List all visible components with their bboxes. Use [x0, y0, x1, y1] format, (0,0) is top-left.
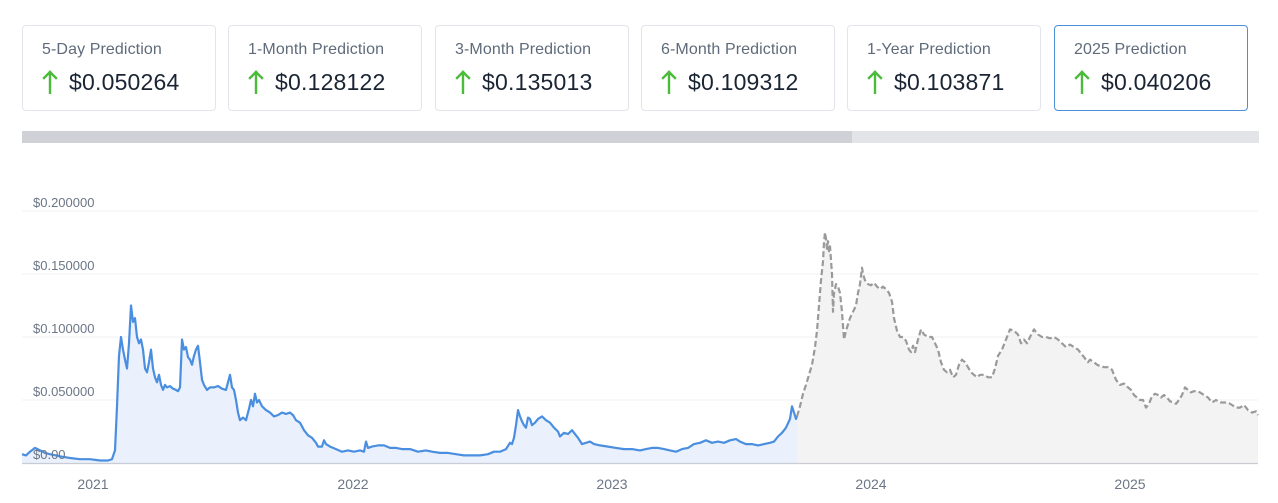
prediction-value: $0.103871 [894, 68, 1005, 95]
prediction-card-2025-prediction[interactable]: 2025 Prediction $0.040206 [1054, 25, 1248, 111]
arrow-up-icon [867, 70, 883, 94]
prediction-label: 1-Month Prediction [248, 41, 385, 58]
chart-plot-area [21, 210, 1259, 465]
y-axis-label-0.15: $0.150000 [33, 258, 95, 273]
forecast-area [797, 232, 1258, 463]
prediction-value-row: $0.050264 [42, 68, 215, 96]
chart-range-scrollbar[interactable] [22, 131, 1259, 143]
prediction-card-6-month-prediction[interactable]: 6-Month Prediction $0.109312 [641, 25, 835, 111]
arrow-up-icon [661, 70, 677, 94]
history-area [22, 305, 797, 463]
arrow-up-icon [42, 70, 58, 94]
prediction-value-row: $0.135013 [455, 68, 628, 96]
prediction-value-row: $0.109312 [661, 68, 834, 96]
prediction-card-3-month-prediction[interactable]: 3-Month Prediction $0.135013 [435, 25, 629, 111]
prediction-value: $0.040206 [1101, 68, 1212, 95]
prediction-label: 1-Year Prediction [867, 41, 991, 58]
x-axis-label-2022: 2022 [337, 476, 369, 492]
y-axis-label-0.00: $0.00 [33, 447, 66, 462]
prediction-value-row: $0.103871 [867, 68, 1040, 96]
prediction-card-1-year-prediction[interactable]: 1-Year Prediction $0.103871 [847, 25, 1041, 111]
prediction-label: 5-Day Prediction [42, 41, 162, 58]
y-axis-label-0.20: $0.200000 [33, 195, 95, 210]
x-axis-label-2023: 2023 [596, 476, 628, 492]
prediction-card-1-month-prediction[interactable]: 1-Month Prediction $0.128122 [228, 25, 422, 111]
forecast-line [795, 231, 1259, 417]
x-axis-label-2021: 2021 [77, 476, 109, 492]
prediction-label: 2025 Prediction [1074, 41, 1187, 58]
x-axis-label-2025: 2025 [1114, 476, 1146, 492]
prediction-value: $0.050264 [69, 68, 180, 95]
prediction-value: $0.109312 [688, 68, 799, 95]
prediction-label: 6-Month Prediction [661, 41, 798, 58]
x-axis-label-2024: 2024 [855, 476, 887, 492]
prediction-value-row: $0.128122 [248, 68, 421, 96]
scrollbar-thumb[interactable] [22, 131, 852, 143]
prediction-card-5-day-prediction[interactable]: 5-Day Prediction $0.050264 [22, 25, 216, 111]
arrow-up-icon [1074, 70, 1090, 94]
arrow-up-icon [455, 70, 471, 94]
price-chart: $0.200000 $0.150000 $0.100000 $0.050000 … [0, 150, 1278, 503]
prediction-cards: 5-Day Prediction $0.050264 1-Month Predict… [22, 25, 1248, 111]
arrow-up-icon [248, 70, 264, 94]
y-axis-label-0.05: $0.050000 [33, 384, 95, 399]
prediction-value: $0.135013 [482, 68, 593, 95]
history-line [21, 304, 799, 462]
prediction-value: $0.128122 [275, 68, 386, 95]
prediction-value-row: $0.040206 [1074, 68, 1247, 96]
y-axis-label-0.10: $0.100000 [33, 321, 95, 336]
prediction-label: 3-Month Prediction [455, 41, 592, 58]
